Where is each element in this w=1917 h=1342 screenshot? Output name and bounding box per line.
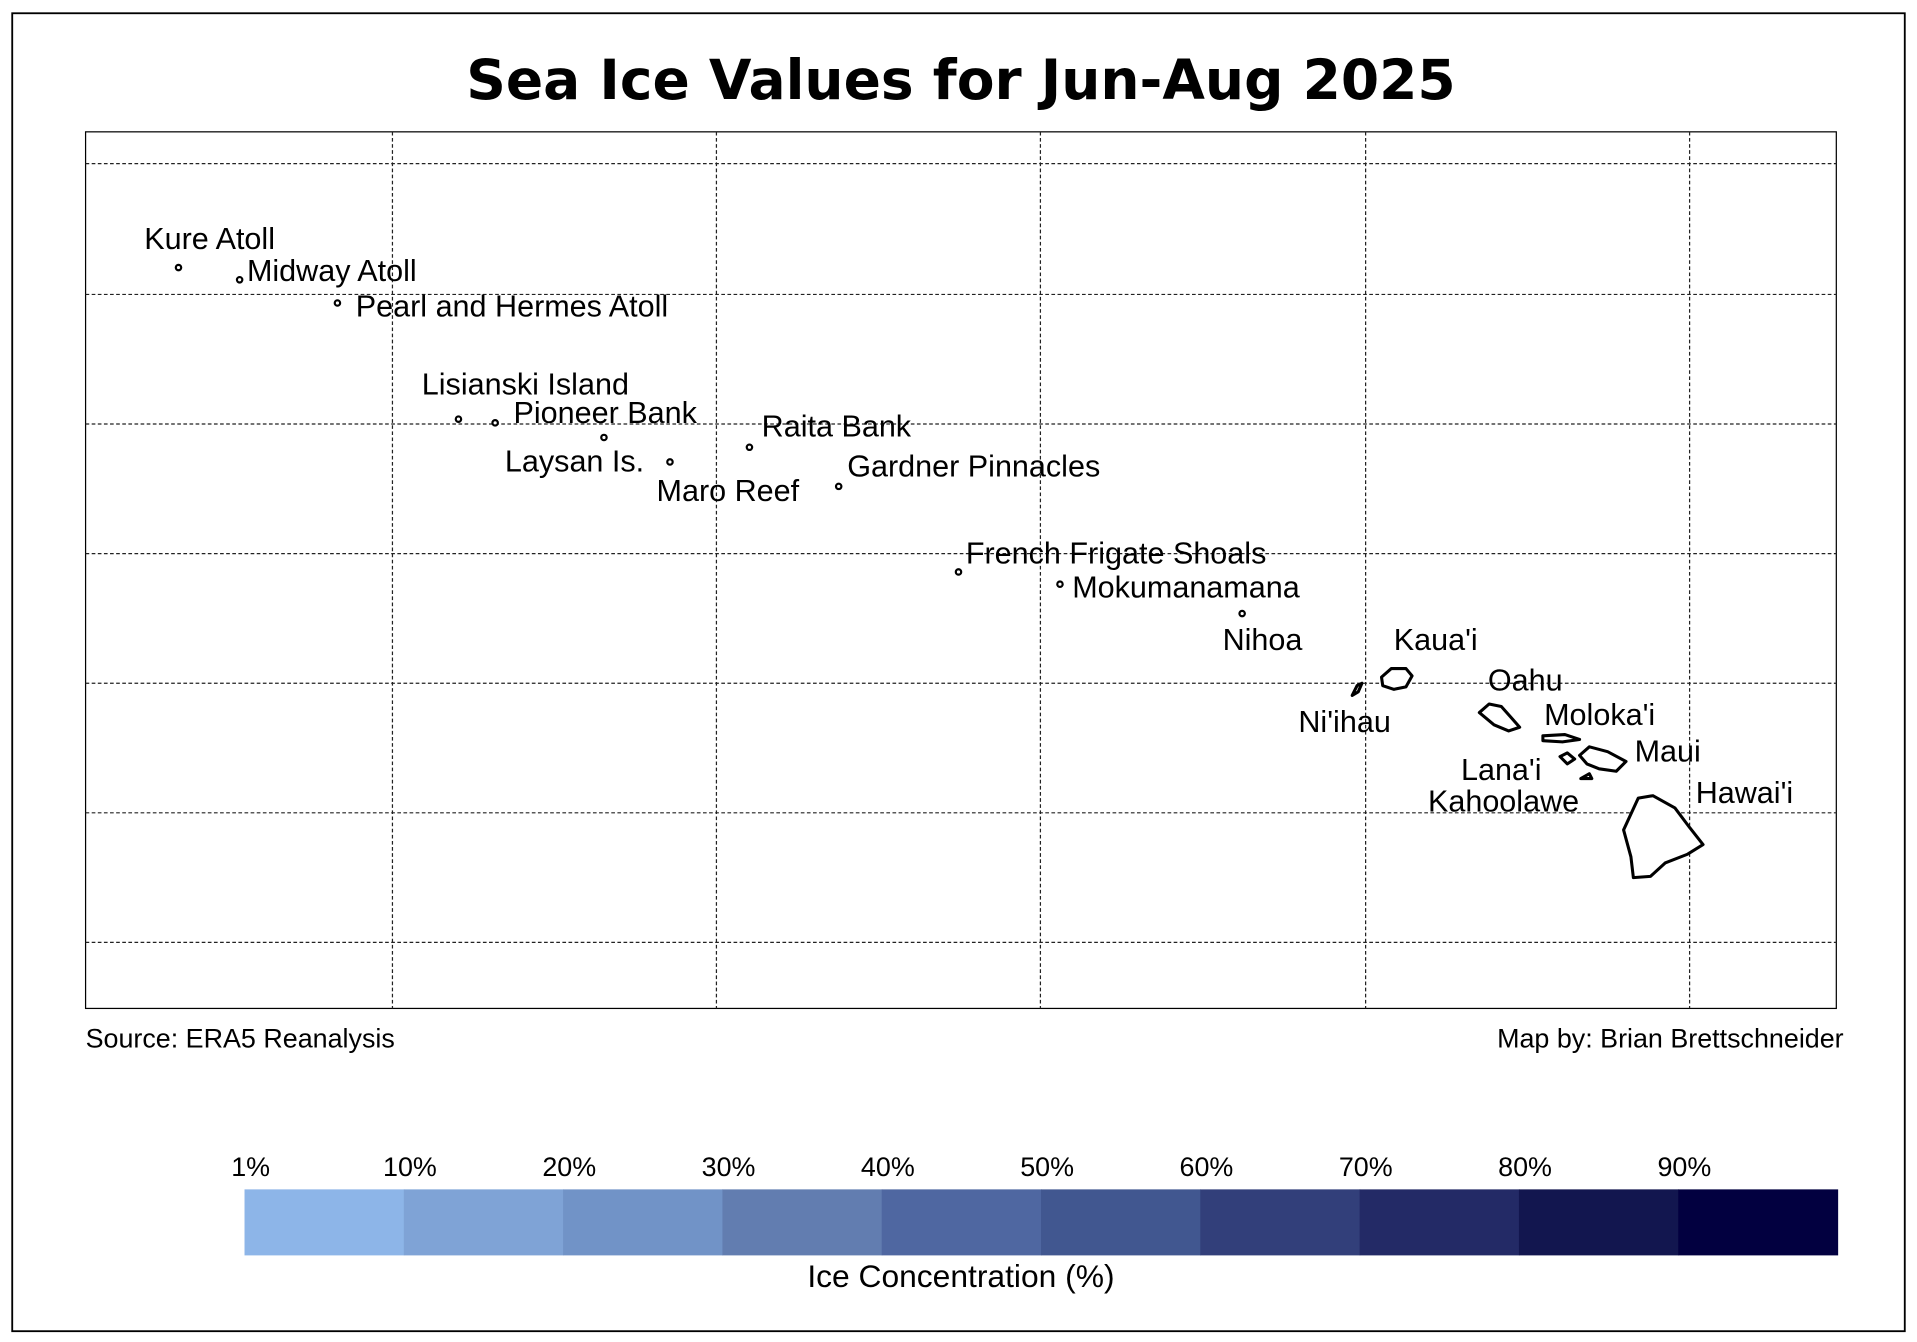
place-label: Midway Atoll [247, 254, 417, 288]
place-label: Maui [1635, 734, 1701, 768]
colorbar-tick-label: 1% [231, 1152, 270, 1182]
place-label: Pioneer Bank [513, 396, 697, 430]
island [1579, 772, 1594, 781]
colorbar-tick-label: 80% [1498, 1152, 1552, 1182]
place-label: Lisianski Island [422, 368, 629, 402]
colorbar-segment [722, 1189, 883, 1256]
credit: Map by: Brian Brettschneider [1497, 1024, 1844, 1054]
colorbar-tick-label: 40% [861, 1152, 915, 1182]
atoll [454, 415, 463, 423]
atoll [666, 458, 674, 466]
island [1350, 681, 1364, 697]
place-label: Lana'i [1461, 753, 1542, 787]
atoll [333, 299, 342, 307]
island [1558, 751, 1577, 766]
colorbar-segment [1678, 1189, 1839, 1256]
place-label: Maro Reef [657, 474, 800, 508]
map: Kure Atoll Midway Atoll Pearl and Hermes… [84, 131, 1837, 1010]
place-label: Gardner Pinnacles [847, 450, 1100, 484]
atoll [491, 419, 499, 427]
colorbar-segment [1200, 1189, 1361, 1256]
colorbar-segment [244, 1189, 405, 1256]
colorbar-segment [1359, 1189, 1520, 1256]
atoll [174, 263, 183, 272]
islands [1350, 667, 1705, 880]
colorbar-segment [563, 1189, 724, 1256]
atoll [745, 443, 754, 452]
place-label: Oahu [1488, 664, 1563, 698]
atoll [600, 433, 608, 442]
island [1541, 733, 1582, 744]
colorbar: Ice Concentration (%) 1% 10% 20% 30% 40% 50% 6… [231, 1152, 1839, 1294]
colorbar-tick-label: 30% [702, 1152, 756, 1182]
colorbar-tick-label: 10% [383, 1152, 437, 1182]
island [1379, 667, 1414, 691]
source: Source: ERA5 Reanalysis [86, 1024, 395, 1054]
island [1578, 745, 1628, 773]
colorbar-tick-label: 60% [1180, 1152, 1234, 1182]
place-label: Hawai'i [1696, 776, 1794, 810]
graticule [85, 131, 1837, 1009]
colorbar-tick-label: 70% [1339, 1152, 1393, 1182]
colorbar-segment [1518, 1189, 1679, 1256]
colorbar-title: Ice Concentration (%) [807, 1258, 1114, 1294]
place-label: French Frigate Shoals [966, 536, 1267, 570]
title: Sea Ice Values for Jun-Aug 2025 [466, 48, 1455, 112]
place-label: Nihoa [1223, 623, 1303, 657]
colorbar-segment [881, 1189, 1042, 1256]
atoll [1056, 580, 1064, 588]
place-labels: Kure Atoll Midway Atoll Pearl and Hermes… [144, 222, 1793, 818]
colorbar-segment [403, 1189, 564, 1256]
atoll [1238, 609, 1246, 618]
atolls [174, 263, 1246, 618]
atoll [235, 275, 244, 284]
place-label: Laysan Is. [505, 445, 644, 479]
atoll [954, 568, 963, 576]
colorbar-tick-label: 50% [1020, 1152, 1074, 1182]
colorbar-segment [1041, 1189, 1201, 1256]
island [1622, 794, 1705, 880]
place-label: Raita Bank [762, 409, 912, 443]
place-label: Kahoolawe [1428, 785, 1579, 819]
place-label: Moloka'i [1544, 698, 1655, 732]
island [1477, 702, 1522, 733]
colorbar-tick-label: 90% [1657, 1152, 1711, 1182]
place-label: Kaua'i [1394, 623, 1478, 657]
atoll [834, 482, 843, 491]
place-label: Pearl and Hermes Atoll [356, 289, 668, 323]
place-label: Mokumanamana [1072, 571, 1300, 605]
place-label: Ni'ihau [1298, 705, 1390, 739]
place-label: Kure Atoll [144, 222, 275, 256]
colorbar-tick-label: 20% [542, 1152, 596, 1182]
